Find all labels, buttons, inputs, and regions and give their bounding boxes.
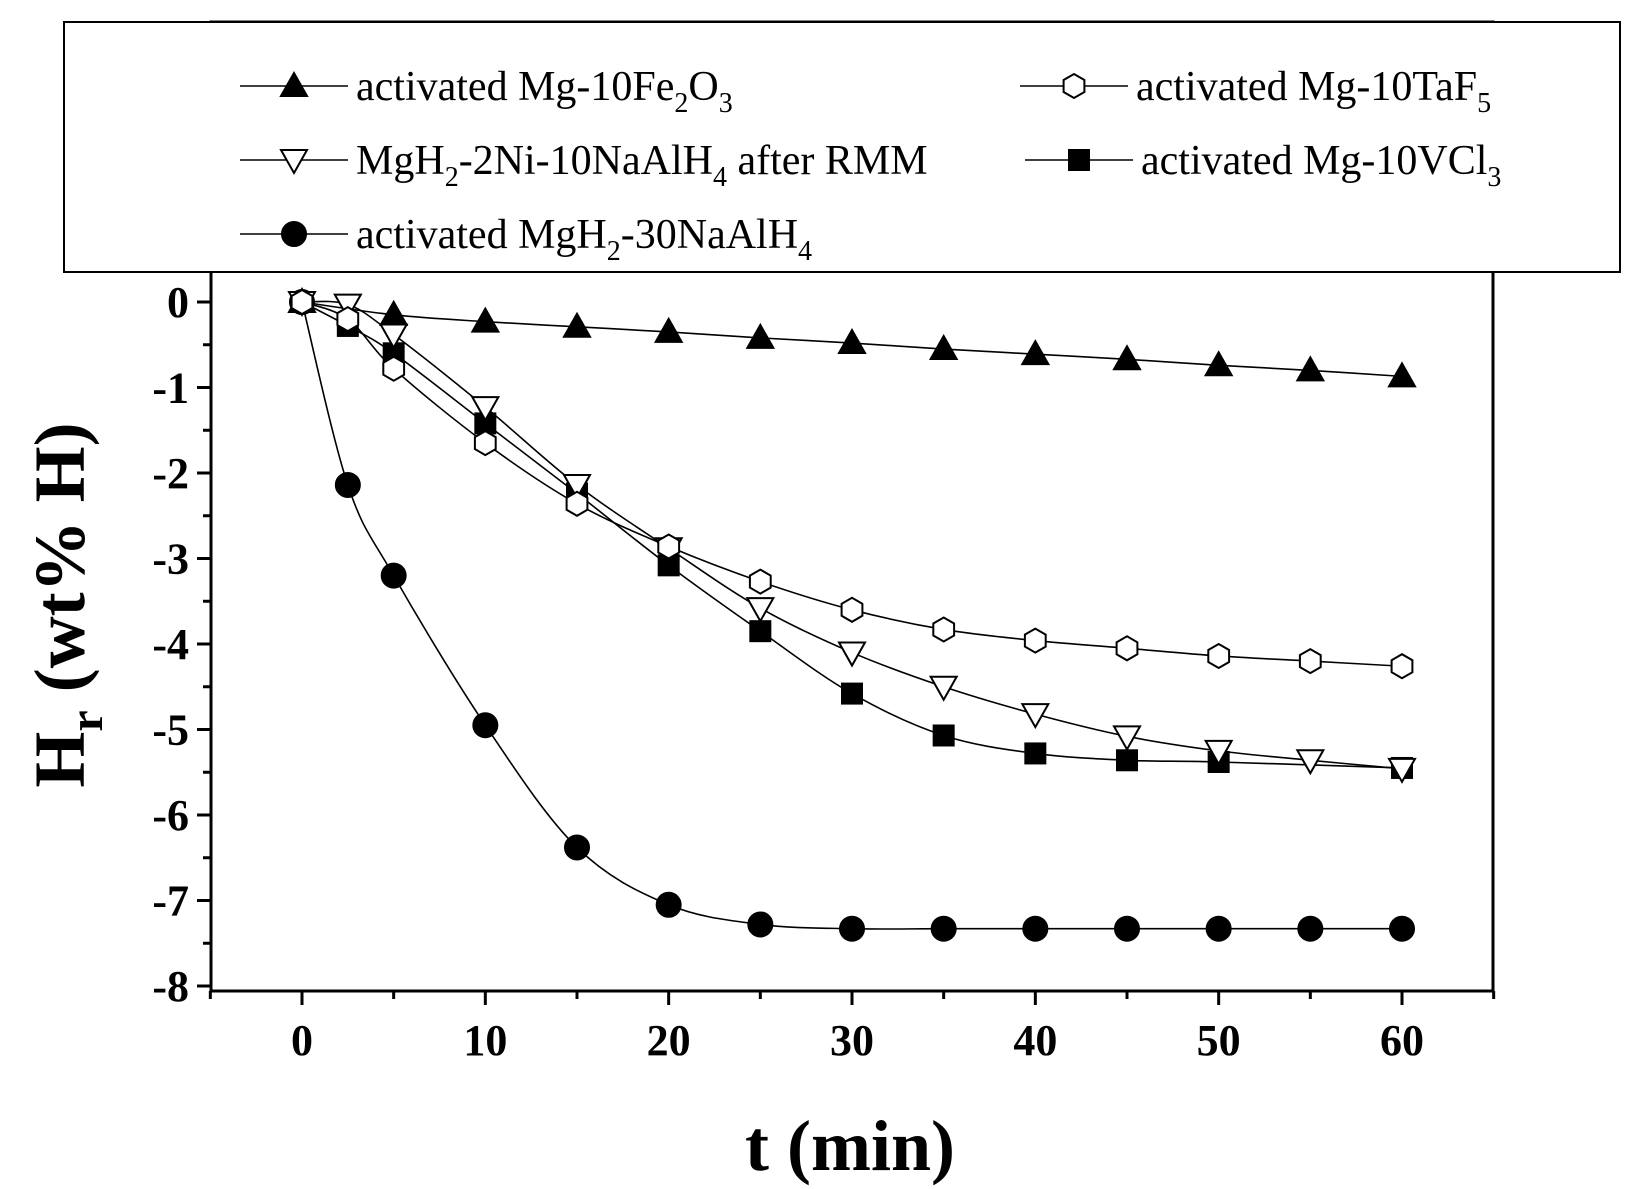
y-tick-label: -3 bbox=[152, 535, 189, 584]
data-point bbox=[562, 311, 592, 338]
x-axis-title: t (min) bbox=[745, 1106, 955, 1186]
data-point bbox=[1020, 703, 1051, 730]
data-point bbox=[1203, 739, 1234, 766]
data-point bbox=[930, 915, 957, 942]
legend-label: activated Mg-10Fe2O3 bbox=[356, 64, 733, 119]
data-point bbox=[473, 429, 497, 457]
x-tick-label: 30 bbox=[830, 1016, 874, 1065]
data-point bbox=[565, 490, 589, 517]
y-axis-title: Hr (wt% H) bbox=[20, 422, 113, 787]
x-tick-label: 0 bbox=[291, 1016, 313, 1065]
data-point bbox=[747, 911, 774, 938]
data-point bbox=[1114, 915, 1140, 942]
data-point bbox=[928, 675, 959, 702]
data-point bbox=[1297, 915, 1324, 942]
data-point bbox=[1390, 653, 1414, 680]
data-point bbox=[470, 396, 501, 423]
y-tick-label: -5 bbox=[152, 706, 189, 755]
data-point bbox=[1387, 757, 1417, 784]
data-point bbox=[932, 724, 955, 747]
axis-tick-labels: 0 10 20 30 40 50 60 0 -1 -2 -3 -4 -5 -6 -7 -8 bbox=[152, 278, 1424, 1065]
data-point bbox=[470, 306, 501, 333]
data-point bbox=[932, 616, 956, 643]
legend-label: activated Mg-10TaF5 bbox=[1136, 64, 1491, 119]
data-point bbox=[290, 288, 314, 316]
x-tick-label: 20 bbox=[647, 1016, 691, 1065]
data-point bbox=[1112, 725, 1142, 752]
legend-box bbox=[63, 21, 1621, 273]
data-point bbox=[1112, 344, 1142, 371]
y-tick-label: 0 bbox=[167, 278, 189, 327]
data-point bbox=[472, 712, 499, 739]
y-tick-label: -4 bbox=[152, 620, 189, 669]
legend-entry: activated Mg-10TaF5 bbox=[1020, 64, 1491, 119]
svg-text:Hr (wt% H): Hr (wt% H) bbox=[20, 422, 113, 787]
data-point bbox=[1023, 627, 1047, 654]
series-markers bbox=[287, 286, 1417, 942]
legend-marker bbox=[1062, 72, 1086, 100]
data-point bbox=[837, 641, 867, 668]
data-point bbox=[1203, 350, 1234, 377]
legend-label: activated Mg-10VCl3 bbox=[1141, 138, 1501, 193]
y-axis-title-rest: (wt% H) bbox=[20, 422, 100, 710]
legend-label: activated MgH2-30NaAlH4 bbox=[356, 212, 812, 267]
data-point bbox=[1387, 361, 1417, 388]
x-tick-label: 50 bbox=[1197, 1016, 1241, 1065]
data-point bbox=[1207, 642, 1231, 670]
axis-ticks bbox=[197, 300, 1496, 1005]
legend-marker bbox=[281, 221, 307, 247]
y-axis-title-subscript: r bbox=[60, 710, 113, 731]
series-line bbox=[301, 301, 1403, 769]
data-point bbox=[1024, 742, 1047, 765]
data-point bbox=[382, 355, 406, 382]
legend: activated Mg-10Fe2O3 activated Mg-10TaF5 M… bbox=[240, 64, 1501, 267]
data-point bbox=[564, 834, 590, 861]
y-tick-label: -1 bbox=[152, 364, 189, 413]
y-tick-label: -7 bbox=[152, 877, 189, 926]
data-point bbox=[336, 305, 360, 333]
data-point bbox=[839, 915, 865, 942]
data-point bbox=[749, 620, 772, 643]
x-tick-label: 60 bbox=[1380, 1016, 1424, 1065]
data-point bbox=[657, 533, 681, 560]
data-point bbox=[928, 333, 959, 361]
y-tick-label: -8 bbox=[152, 962, 189, 1011]
legend-marker bbox=[1068, 149, 1090, 171]
data-point bbox=[745, 322, 776, 349]
data-point bbox=[1115, 635, 1139, 662]
data-point bbox=[1389, 915, 1415, 942]
data-point bbox=[380, 562, 407, 589]
data-point bbox=[840, 596, 864, 623]
data-point bbox=[1022, 915, 1049, 942]
legend-entry: MgH2-2Ni-10NaAlH4 after RMM bbox=[240, 138, 928, 193]
y-tick-label: -6 bbox=[152, 791, 189, 840]
y-tick-label: -2 bbox=[152, 449, 189, 498]
data-point bbox=[653, 316, 684, 343]
legend-entry: activated MgH2-30NaAlH4 bbox=[240, 212, 812, 267]
legend-entry: activated Mg-10Fe2O3 bbox=[240, 64, 733, 119]
y-axis-title-main: H bbox=[20, 732, 100, 788]
data-point bbox=[1295, 749, 1326, 776]
data-point bbox=[655, 891, 682, 918]
legend-marker bbox=[279, 149, 309, 176]
legend-label: MgH2-2Ni-10NaAlH4 after RMM bbox=[356, 138, 928, 193]
x-tick-label: 40 bbox=[1013, 1016, 1057, 1065]
data-point bbox=[562, 473, 592, 501]
data-point bbox=[1205, 915, 1232, 942]
series-line bbox=[301, 300, 1403, 770]
data-point bbox=[1295, 355, 1326, 382]
data-point bbox=[1298, 647, 1322, 675]
data-point bbox=[837, 328, 867, 355]
data-point bbox=[1020, 339, 1051, 366]
data-point bbox=[841, 682, 863, 705]
data-point bbox=[1116, 749, 1138, 772]
data-point bbox=[334, 471, 361, 498]
data-point bbox=[745, 597, 776, 624]
legend-entry: activated Mg-10VCl3 bbox=[1025, 138, 1501, 193]
data-point bbox=[748, 568, 772, 595]
x-tick-label: 10 bbox=[463, 1016, 507, 1065]
data-point bbox=[378, 323, 409, 350]
legend-marker bbox=[279, 70, 309, 97]
